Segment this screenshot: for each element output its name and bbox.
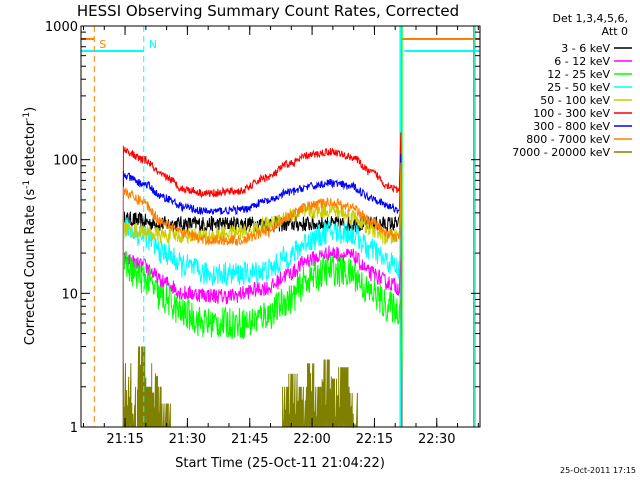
legend-label-8: 7000 - 20000 keV: [512, 146, 610, 159]
y-tick-label-3: 1000: [45, 20, 78, 35]
x-tick-label-3: 22:00: [293, 432, 330, 447]
series-line-5: [122, 132, 403, 428]
y-tick-label-0: 1: [70, 421, 78, 436]
series-line-1: [122, 229, 403, 428]
generation-timestamp: 25-Oct-2011 17:15: [560, 466, 636, 475]
legend-label-3: 25 - 50 keV: [547, 81, 610, 94]
y-axis-label-main: Corrected Count Rate (s: [23, 189, 38, 346]
series-line-2: [122, 250, 403, 428]
x-tick-label-0: 21:15: [106, 432, 143, 447]
series-line-4: [122, 194, 403, 428]
y-axis-label-mid: detector: [23, 120, 38, 180]
series-lines: [122, 132, 403, 429]
legend-label-0: 3 - 6 keV: [561, 42, 610, 55]
legend-label-6: 300 - 800 keV: [533, 120, 610, 133]
marker-label-0: S: [99, 38, 106, 51]
x-axis-label: Start Time (25-Oct-11 21:04:22): [175, 456, 385, 471]
y-axis-label-sup-2: -1: [22, 112, 32, 121]
legend-label-5: 100 - 300 keV: [533, 107, 610, 120]
y-axis-label-sup-1: -1: [22, 180, 32, 189]
series-line-7: [122, 162, 403, 428]
series-line-6: [122, 154, 403, 428]
legend-label-2: 12 - 25 keV: [547, 68, 610, 81]
chart-title: HESSI Observing Summary Count Rates, Cor…: [77, 2, 459, 20]
plot-frame: [80, 25, 481, 428]
x-tick-label-2: 21:45: [231, 432, 268, 447]
legend-label-7: 800 - 7000 keV: [526, 133, 610, 146]
series-line-8: [122, 346, 400, 429]
flag-lines: [81, 37, 480, 53]
y-axis-label-end: ): [23, 107, 38, 112]
y-tick-label-2: 100: [53, 154, 78, 169]
marker-label-1: N: [149, 38, 157, 51]
y-axis-label: Corrected Count Rate (s-1 detector-1): [22, 107, 38, 345]
x-tick-label-4: 22:15: [356, 432, 393, 447]
y-tick-label-1: 10: [61, 287, 78, 302]
series-line-3: [122, 217, 403, 428]
legend-label-1: 6 - 12 keV: [554, 55, 610, 68]
axis-ticks: 1 10 100 1000 21:15 21:30 21:45 22:00 22:15 22:30: [45, 20, 480, 447]
x-tick-label-1: 21:30: [169, 432, 206, 447]
x-tick-label-5: 22:30: [418, 432, 455, 447]
legend-header-line-2: Att 0: [602, 25, 628, 38]
legend-label-4: 50 - 100 keV: [540, 94, 610, 107]
legend-header-line-1: Det 1,3,4,5,6,: [552, 12, 628, 25]
